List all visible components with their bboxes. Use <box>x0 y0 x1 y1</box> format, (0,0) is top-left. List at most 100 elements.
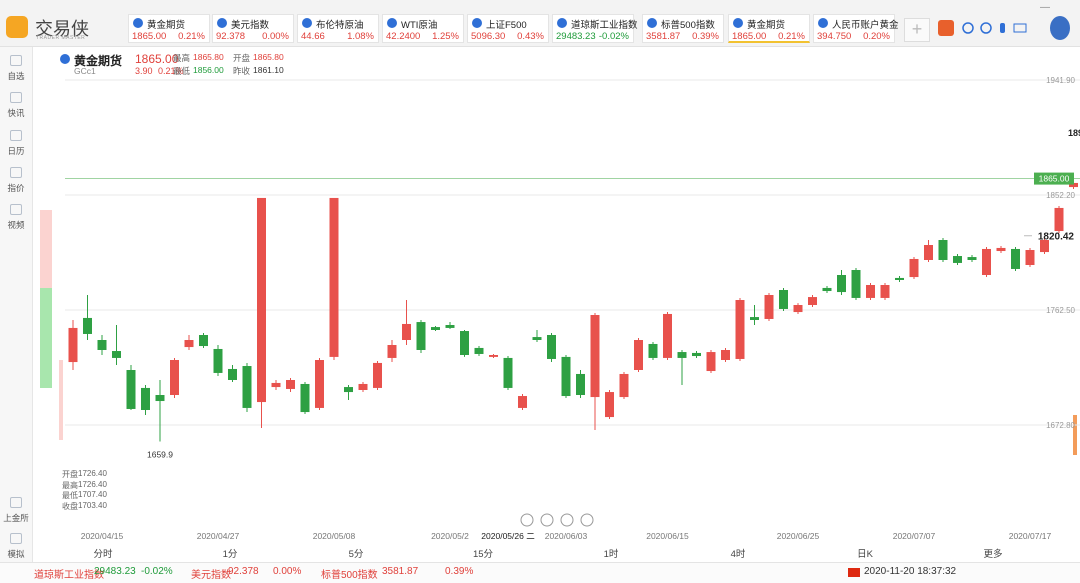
candle-body <box>402 323 411 340</box>
tab-icon <box>217 18 227 28</box>
y-tick-label: 1941.90 <box>1046 76 1075 85</box>
y-tick-label: 1762.50 <box>1046 306 1075 315</box>
ticker-tab[interactable]: 上证F500 5096.30 0.43% <box>467 14 549 43</box>
candle-body <box>663 313 672 358</box>
timeframe-tab[interactable]: 分时 <box>93 549 113 560</box>
candle-body <box>576 373 585 395</box>
candle-body <box>1011 248 1020 269</box>
x-tick-label: 2020/05/2 <box>431 531 469 541</box>
candle-body <box>431 327 440 330</box>
candle-body <box>779 290 788 309</box>
tab-price: 394.750 <box>817 31 852 42</box>
scroll-left-button[interactable] <box>540 513 554 527</box>
sidebar-icon <box>10 167 22 178</box>
sidebar-icon <box>10 55 22 66</box>
tab-change: 0.21% <box>178 31 205 42</box>
ticker-tab[interactable]: 美元指数 92.378 0.00% <box>212 14 294 43</box>
quote-field-label: 最低 <box>173 66 191 76</box>
candle-body <box>721 350 730 360</box>
tab-name: WTI原油 <box>401 20 438 31</box>
candle-body <box>996 247 1006 252</box>
quote-icon <box>60 54 70 64</box>
scroll-indicator <box>1073 415 1077 455</box>
candle-body <box>793 305 803 313</box>
sidebar-icon <box>10 497 22 508</box>
x-tick-label: 2020/05/26 二 <box>481 531 535 541</box>
x-tick-label: 2020/05/08 <box>313 531 356 541</box>
tab-icon <box>387 18 397 28</box>
ticker-tab[interactable]: 人民币账户黄金 394.750 0.20% <box>813 14 899 43</box>
candle-body <box>561 356 571 397</box>
sidebar-icon <box>10 92 22 103</box>
quote-field-label: 昨收 <box>233 66 251 76</box>
candle-body <box>634 340 643 370</box>
candle-body <box>126 370 136 409</box>
user-avatar[interactable] <box>1050 16 1070 40</box>
add-tab-button[interactable]: + <box>904 18 930 42</box>
zoom-in-button[interactable] <box>580 513 594 527</box>
candle-body <box>692 352 701 357</box>
sidebar-item[interactable]: 日历 <box>0 130 32 157</box>
tab-price: 44.66 <box>301 31 325 42</box>
candle-body <box>764 295 774 319</box>
tab-change: 0.00% <box>262 31 289 42</box>
app-name: 交易侠 <box>35 19 89 39</box>
minimize-button[interactable]: — <box>1040 2 1050 13</box>
gauge-bottom <box>40 288 52 388</box>
candle-body <box>909 258 919 278</box>
ticker-tab[interactable]: WTI原油 42.2400 1.25% <box>382 14 464 43</box>
candle-body <box>967 257 977 260</box>
sidebar-item[interactable]: 指价 <box>0 167 32 194</box>
timeframe-tab[interactable]: 日K <box>857 549 873 560</box>
x-tick-label: 2020/06/15 <box>646 531 689 541</box>
sidebar-item[interactable]: 视频 <box>0 204 32 231</box>
tab-name: 人民币账户黄金 <box>832 20 899 31</box>
sidebar-item[interactable]: 自选 <box>0 55 32 82</box>
candle-body <box>503 357 513 388</box>
sidebar-icon <box>10 204 22 215</box>
tab-price: 1865.00 <box>132 31 167 42</box>
timeframe-tab[interactable]: 1时 <box>603 549 619 560</box>
app-logo-icon <box>6 16 28 38</box>
timeframe-tab[interactable]: 1分 <box>222 549 238 560</box>
candle-body <box>953 256 962 263</box>
sidebar-item[interactable]: 快讯 <box>0 92 32 119</box>
flag-icon <box>848 568 860 577</box>
candle-body <box>706 352 716 372</box>
quote-name[interactable]: 黄金期货 <box>74 54 123 68</box>
ticker-tab[interactable]: 道琼斯工业指数 29483.23 -0.02% <box>552 14 638 43</box>
candle-body <box>271 382 281 388</box>
zoom-out-button[interactable] <box>520 513 534 527</box>
last-price-label: 1865.00 <box>1039 174 1070 184</box>
candle-body <box>837 275 846 293</box>
sidebar-label: 模拟 <box>7 549 25 559</box>
tab-name: 黄金期货 <box>747 20 786 31</box>
ticker-tab[interactable]: 布伦特原油 44.66 1.08% <box>297 14 379 43</box>
candlestick-chart: 1941.90 1852.20 1762.50 1672.80 2020/04/15 20… <box>40 76 1080 541</box>
quote-header: 黄金期货 GCc1 1865.00 3.90 0.21% 最高 1865.80 开盘… <box>60 52 320 78</box>
sidebar-item[interactable]: 上金所 <box>0 497 32 524</box>
datetime: 2020-11-20 18:37:32 <box>864 566 957 577</box>
ime-icon[interactable] <box>938 20 954 36</box>
tab-name: 布伦特原油 <box>316 20 364 31</box>
ticker-tab[interactable]: 黄金期货 1865.00 0.21% <box>128 14 210 43</box>
timeframe-tab[interactable]: 4时 <box>730 549 746 560</box>
candle-body <box>286 380 295 389</box>
timeframe-tab[interactable]: 15分 <box>472 549 494 560</box>
tab-icon <box>133 18 143 28</box>
candle-body <box>590 315 600 398</box>
sidebar-item[interactable]: 模拟 <box>0 533 32 560</box>
gauge-side <box>59 360 63 440</box>
scroll-right-button[interactable] <box>560 513 574 527</box>
timeframe-tab[interactable]: 5分 <box>348 549 364 560</box>
quote-field-value: 1861.10 <box>253 65 284 75</box>
ime-toolbar[interactable] <box>960 20 1036 36</box>
candle-body <box>1040 240 1049 253</box>
ticker-tab[interactable]: 黄金期货 1865.00 0.21% <box>728 14 810 43</box>
ticker-tab[interactable]: 标普500指数 3581.87 0.39% <box>642 14 724 43</box>
candle-body <box>387 345 397 358</box>
chart-nav-buttons <box>520 513 594 527</box>
sidebar-label: 上金所 <box>3 513 29 523</box>
hover-value: 1703.40 <box>78 500 107 510</box>
timeframe-tab[interactable]: 更多 <box>983 549 1003 560</box>
